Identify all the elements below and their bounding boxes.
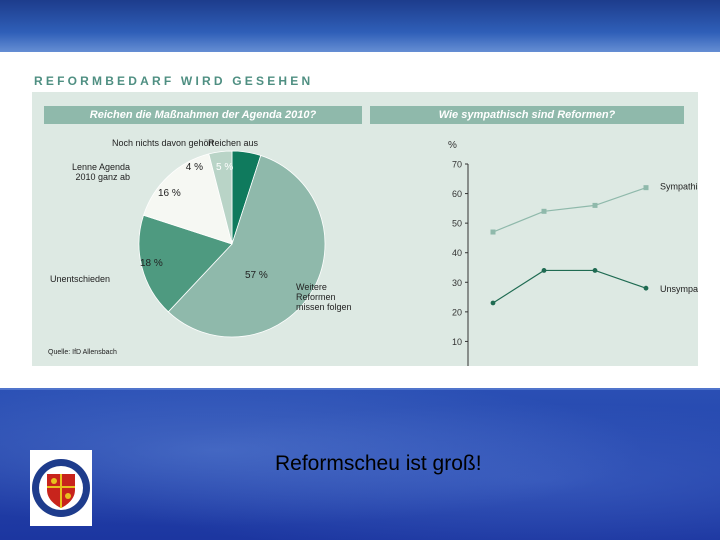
series-unsympathisch-point bbox=[592, 268, 598, 273]
pie-value-label: 57 % bbox=[245, 270, 268, 281]
pie-label-weitere: Weitere Reformen missen folgen bbox=[296, 282, 352, 312]
y-tick-label: 50 bbox=[452, 219, 462, 229]
pie-label-unentschieden: Unentschieden bbox=[50, 274, 111, 284]
pie-label-nichts: Noch nichts davon gehört bbox=[112, 138, 215, 148]
y-tick-label: 30 bbox=[452, 278, 462, 288]
y-tick-label: 40 bbox=[452, 248, 462, 258]
series-unsympathisch-line bbox=[492, 269, 647, 304]
y-tick-label: 60 bbox=[452, 189, 462, 199]
y-axis-label: % bbox=[448, 140, 457, 151]
series-unsympathisch-label: Unsympathisch bbox=[660, 284, 698, 294]
source-note: Quelle: IfD Allensbach bbox=[48, 349, 117, 356]
pie-slice-unentschieden bbox=[138, 214, 233, 313]
figure-box: Reichen die Maßnahmen der Agenda 2010? W… bbox=[32, 92, 698, 366]
pie-slice-nichts bbox=[208, 150, 233, 245]
series-sympathisch-point bbox=[541, 208, 547, 214]
pie-slice-weitere bbox=[167, 155, 326, 338]
series-sympathisch-point bbox=[643, 185, 649, 191]
series-unsympathisch-point bbox=[490, 300, 496, 306]
series-sympathisch-point bbox=[490, 229, 496, 235]
series-unsympathisch-point bbox=[643, 285, 649, 291]
water-background bbox=[0, 390, 720, 540]
y-tick-label: 10 bbox=[452, 337, 462, 347]
y-tick-label: 20 bbox=[452, 307, 462, 317]
pie-slice-keine-agenda bbox=[143, 153, 233, 245]
series-sympathisch-point bbox=[592, 202, 598, 208]
pie-value-label: 5 % bbox=[216, 162, 233, 173]
y-tick-label: 70 bbox=[452, 160, 462, 170]
pie-label-keine-agenda: Lenne Agenda 2010 ganz ab bbox=[71, 162, 130, 182]
slide-caption: Reformscheu ist groß! bbox=[275, 452, 482, 475]
pie-chart-title: Reichen die Maßnahmen der Agenda 2010? bbox=[44, 106, 362, 124]
pie-chart: 57 % 18 % 16 % 4 % 5 % bbox=[138, 150, 326, 338]
coat-of-arms-logo bbox=[30, 450, 92, 526]
series-sympathisch-line bbox=[492, 187, 647, 233]
pie-value-label: 18 % bbox=[140, 258, 163, 269]
pie-label-reichen: Reichen aus bbox=[208, 138, 259, 148]
pie-value-label: 16 % bbox=[158, 188, 181, 199]
line-chart: %0102030405060701993199920022003Sympathi… bbox=[448, 140, 698, 366]
series-unsympathisch-point bbox=[541, 268, 547, 273]
pie-value-label: 4 % bbox=[186, 162, 203, 173]
line-chart-title: Wie sympathisch sind Reformen? bbox=[370, 106, 684, 124]
figure-title: REFORMBEDARF WIRD GESEHEN bbox=[34, 74, 314, 88]
series-sympathisch-label: Sympathisch bbox=[660, 182, 698, 192]
